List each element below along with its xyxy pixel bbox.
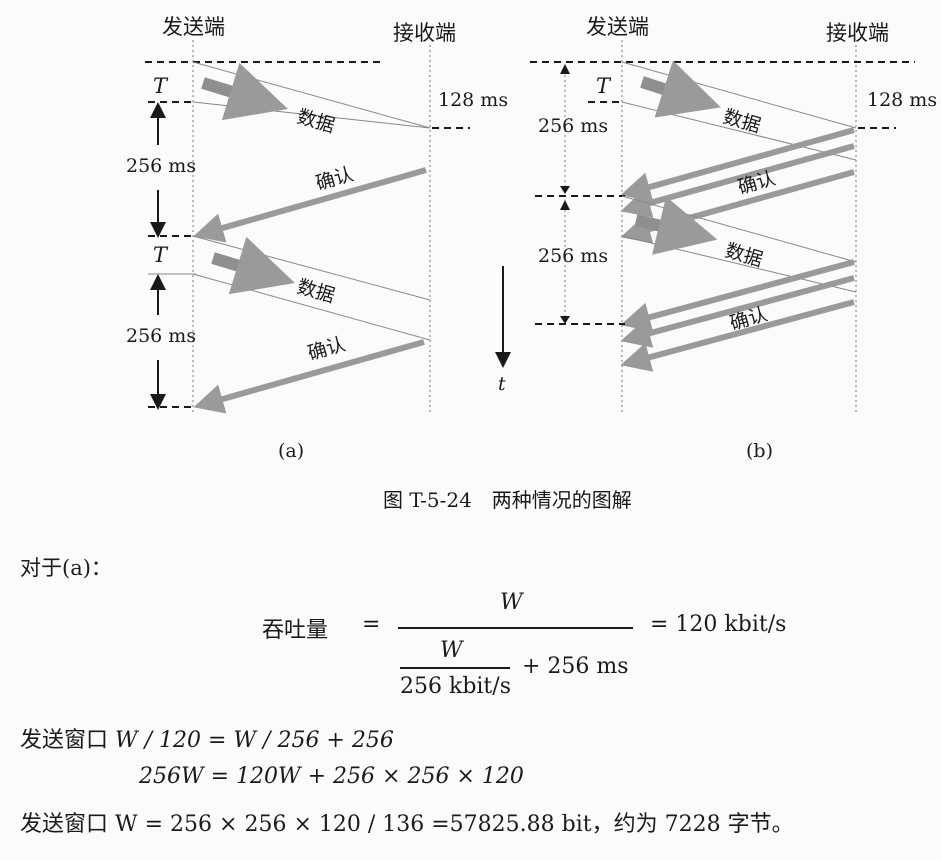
send-window-label-1: 发送窗口	[20, 728, 109, 753]
send-window-label-3: 发送窗口	[20, 812, 109, 837]
ms128-label-b: 128 ms	[867, 89, 937, 111]
data-arrow-a2	[211, 236, 295, 295]
data-label-a1: 数据	[295, 106, 338, 138]
ms256-label-a2: 256 ms	[126, 325, 196, 347]
equation-3: W = 256 × 256 × 120 / 136 =57825.88 bit，…	[115, 812, 794, 837]
interval-arrow-up-b2	[560, 200, 570, 210]
data-label-b1: 数据	[721, 106, 764, 138]
inner-denominator: 256 kbit/s	[400, 674, 511, 699]
numerator-W: W	[500, 590, 523, 615]
equals-sign: =	[362, 612, 381, 637]
result-value: = 120 kbit/s	[650, 612, 787, 637]
ack-arrow-a2	[193, 339, 425, 414]
ms256-label-b2: 256 ms	[538, 245, 608, 267]
receiver-label-a: 接收端	[393, 21, 456, 45]
ack-arrow-b2c	[620, 299, 855, 372]
interval-arrow-down-b1	[560, 186, 570, 194]
data-arrow-b1	[640, 60, 721, 118]
ms256-label-b1: 256 ms	[538, 115, 608, 137]
timing-diagram: 发送端 接收端 T 128 ms 数据 确认 256 ms T 数据 确认	[126, 15, 937, 462]
ack-arrow-a1	[193, 167, 427, 243]
equation-line-2: 256W = 120W + 256 × 256 × 120	[139, 764, 524, 789]
data-label-b2: 数据	[723, 240, 766, 272]
sender-label-a: 发送端	[162, 15, 225, 39]
subfig-label-a: (a)	[278, 440, 304, 462]
T-label-a1: T	[153, 74, 169, 98]
data-arrow-b2	[634, 196, 718, 255]
interval-arrow-down-b2	[560, 316, 570, 324]
ms256-label-a1: 256 ms	[126, 155, 196, 177]
figure-caption: 图 T-5-24 两种情况的图解	[383, 488, 632, 512]
time-axis-label: t	[498, 373, 506, 395]
diagram-b: 发送端 接收端 T 128 ms 数据 确认 256 ms 数据	[495, 15, 937, 462]
ack-arrow-b1a	[620, 127, 855, 202]
diagram-a: 发送端 接收端 T 128 ms 数据 确认 256 ms T 数据 确认	[126, 15, 508, 462]
ms128-label-a: 128 ms	[438, 89, 508, 111]
data-arrow-a1	[201, 62, 288, 121]
section-heading: 对于(a)：	[20, 556, 112, 580]
ack-arrow-b2b	[620, 275, 855, 348]
main-fraction-bar	[398, 627, 633, 629]
plus-ms: + 256 ms	[522, 654, 629, 679]
T-label-b: T	[596, 74, 612, 98]
equation-line-3: 发送窗口 W = 256 × 256 × 120 / 136 =57825.88…	[20, 806, 794, 838]
inner-numerator-W: W	[440, 638, 463, 663]
subfig-label-b: (b)	[746, 440, 773, 462]
data-label-a2: 数据	[295, 276, 338, 308]
receiver-label-b: 接收端	[826, 21, 889, 45]
equation-line-1: 发送窗口 W / 120 = W / 256 + 256	[20, 722, 394, 754]
ack-label-a2: 确认	[305, 333, 348, 365]
throughput-label: 吞吐量	[262, 618, 329, 643]
sender-label-b: 发送端	[586, 15, 649, 39]
ack-arrow-b2a	[620, 259, 855, 332]
equation-1: W / 120 = W / 256 + 256	[115, 728, 394, 753]
interval-arrow-up-b1	[560, 64, 570, 74]
inner-fraction-bar	[400, 667, 510, 669]
T-label-a2: T	[153, 243, 169, 267]
